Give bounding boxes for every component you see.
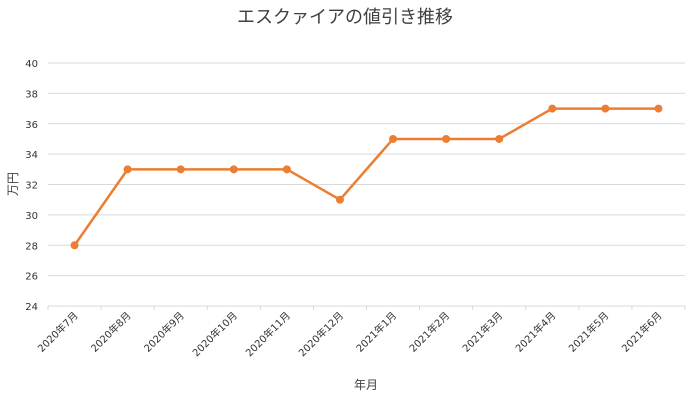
x-tick-label: 2021年2月 <box>406 309 452 355</box>
y-axis-label: 万円 <box>6 172 20 196</box>
x-tick-label: 2020年8月 <box>88 309 134 355</box>
y-tick-label: 40 <box>25 59 38 70</box>
y-tick-label: 28 <box>25 241 38 252</box>
y-tick-label: 34 <box>25 150 38 161</box>
data-point <box>495 134 504 143</box>
y-tick-label: 30 <box>25 211 38 222</box>
x-tick-label: 2020年10月 <box>190 309 240 359</box>
data-point <box>123 165 132 174</box>
series-line-path <box>73 107 659 246</box>
data-point <box>601 104 610 113</box>
x-tick-label: 2020年12月 <box>296 309 346 359</box>
data-point <box>229 165 238 174</box>
y-tick-label: 24 <box>25 302 38 313</box>
x-tick-label: 2020年7月 <box>35 309 81 355</box>
series-points <box>70 104 663 250</box>
x-tick-label: 2021年3月 <box>460 309 506 355</box>
data-point <box>282 165 291 174</box>
y-tick-label: 26 <box>25 272 38 283</box>
chart-title: エスクァイアの値引き推移 <box>237 7 453 28</box>
data-point <box>442 134 451 143</box>
data-point <box>654 104 663 113</box>
x-tick-label: 2021年5月 <box>566 309 612 355</box>
series-line <box>73 107 659 246</box>
data-point <box>176 165 185 174</box>
x-axis-ticks: 2020年7月 2020年8月 2020年9月 2020年10月 2020年11月 202… <box>35 306 686 359</box>
gridlines <box>48 62 685 307</box>
x-axis-label: 年月 <box>354 378 378 392</box>
y-tick-label: 36 <box>25 120 38 131</box>
x-tick-label: 2020年11月 <box>243 309 293 359</box>
y-axis-ticks: 24 26 28 30 32 34 36 38 40 <box>25 59 38 313</box>
data-point <box>70 241 79 250</box>
data-point <box>548 104 557 113</box>
x-tick-label: 2021年4月 <box>513 309 559 355</box>
y-tick-label: 32 <box>25 181 38 192</box>
y-tick-label: 38 <box>25 89 38 100</box>
data-point <box>335 195 344 204</box>
x-tick-label: 2021年1月 <box>353 309 399 355</box>
x-tick-label: 2021年6月 <box>619 309 665 355</box>
data-point <box>389 134 398 143</box>
x-tick-label: 2020年9月 <box>141 309 187 355</box>
